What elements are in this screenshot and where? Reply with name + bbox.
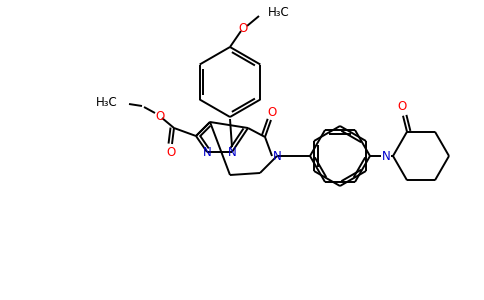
- Text: O: O: [166, 146, 176, 160]
- Text: O: O: [239, 22, 248, 34]
- Text: N: N: [272, 149, 281, 163]
- Text: H₃C: H₃C: [96, 97, 118, 110]
- Text: N: N: [203, 146, 212, 158]
- Text: N: N: [227, 146, 236, 158]
- Text: O: O: [267, 106, 277, 118]
- Text: H₃C: H₃C: [268, 7, 290, 20]
- Text: N: N: [381, 149, 391, 163]
- Text: O: O: [155, 110, 165, 122]
- Text: O: O: [397, 100, 407, 113]
